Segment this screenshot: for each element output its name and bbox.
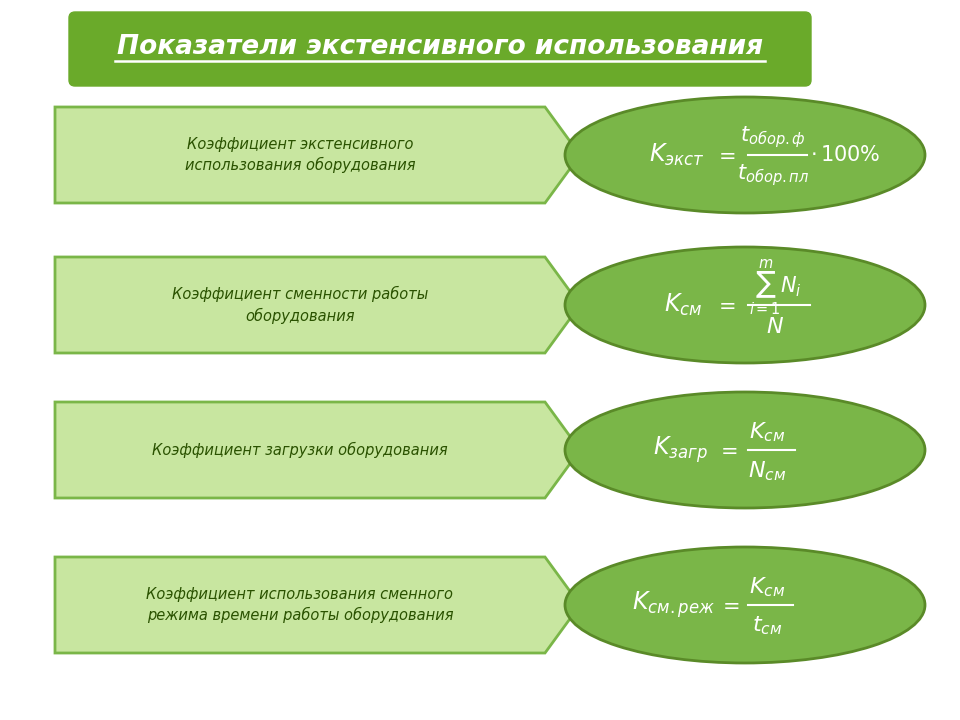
Text: $N_{см}$: $N_{см}$ [748, 459, 786, 483]
Text: $K_{см}$: $K_{см}$ [749, 575, 785, 599]
Text: $=$: $=$ [714, 295, 735, 315]
Text: $K_{см.реж}$: $K_{см.реж}$ [632, 590, 714, 621]
Polygon shape [55, 107, 580, 203]
Text: $K_{экст}$: $K_{экст}$ [649, 142, 705, 168]
FancyBboxPatch shape [69, 12, 811, 86]
Ellipse shape [565, 547, 925, 663]
Text: Коэффициент загрузки оборудования: Коэффициент загрузки оборудования [153, 442, 447, 458]
Text: Коэффициент сменности работы
оборудования: Коэффициент сменности работы оборудовани… [172, 287, 428, 324]
Text: Коэффициент использования сменного
режима времени работы оборудования: Коэффициент использования сменного режим… [147, 587, 453, 624]
Polygon shape [55, 257, 580, 353]
Text: $K_{см}$: $K_{см}$ [749, 420, 785, 444]
Text: $K_{загр}$: $K_{загр}$ [653, 435, 708, 465]
Text: Коэффициент экстенсивного
использования оборудования: Коэффициент экстенсивного использования … [184, 137, 416, 174]
Text: $t_{см}$: $t_{см}$ [752, 615, 782, 637]
Ellipse shape [565, 392, 925, 508]
Text: $=$: $=$ [718, 595, 740, 615]
Text: $N$: $N$ [766, 317, 784, 337]
Text: Показатели экстенсивного использования: Показатели экстенсивного использования [117, 34, 763, 60]
Text: $=$: $=$ [714, 145, 735, 165]
Ellipse shape [565, 247, 925, 363]
Text: $\sum_{i=1}^{m} N_i$: $\sum_{i=1}^{m} N_i$ [749, 257, 802, 317]
Text: $\cdot\,100\%$: $\cdot\,100\%$ [809, 145, 880, 165]
Polygon shape [55, 557, 580, 653]
Ellipse shape [565, 97, 925, 213]
Text: $=$: $=$ [716, 440, 737, 460]
Text: $t_{обор.ф}$: $t_{обор.ф}$ [740, 124, 805, 150]
Text: $t_{обор.пл}$: $t_{обор.пл}$ [737, 162, 809, 188]
Polygon shape [55, 402, 580, 498]
Text: $K_{см}$: $K_{см}$ [663, 292, 702, 318]
